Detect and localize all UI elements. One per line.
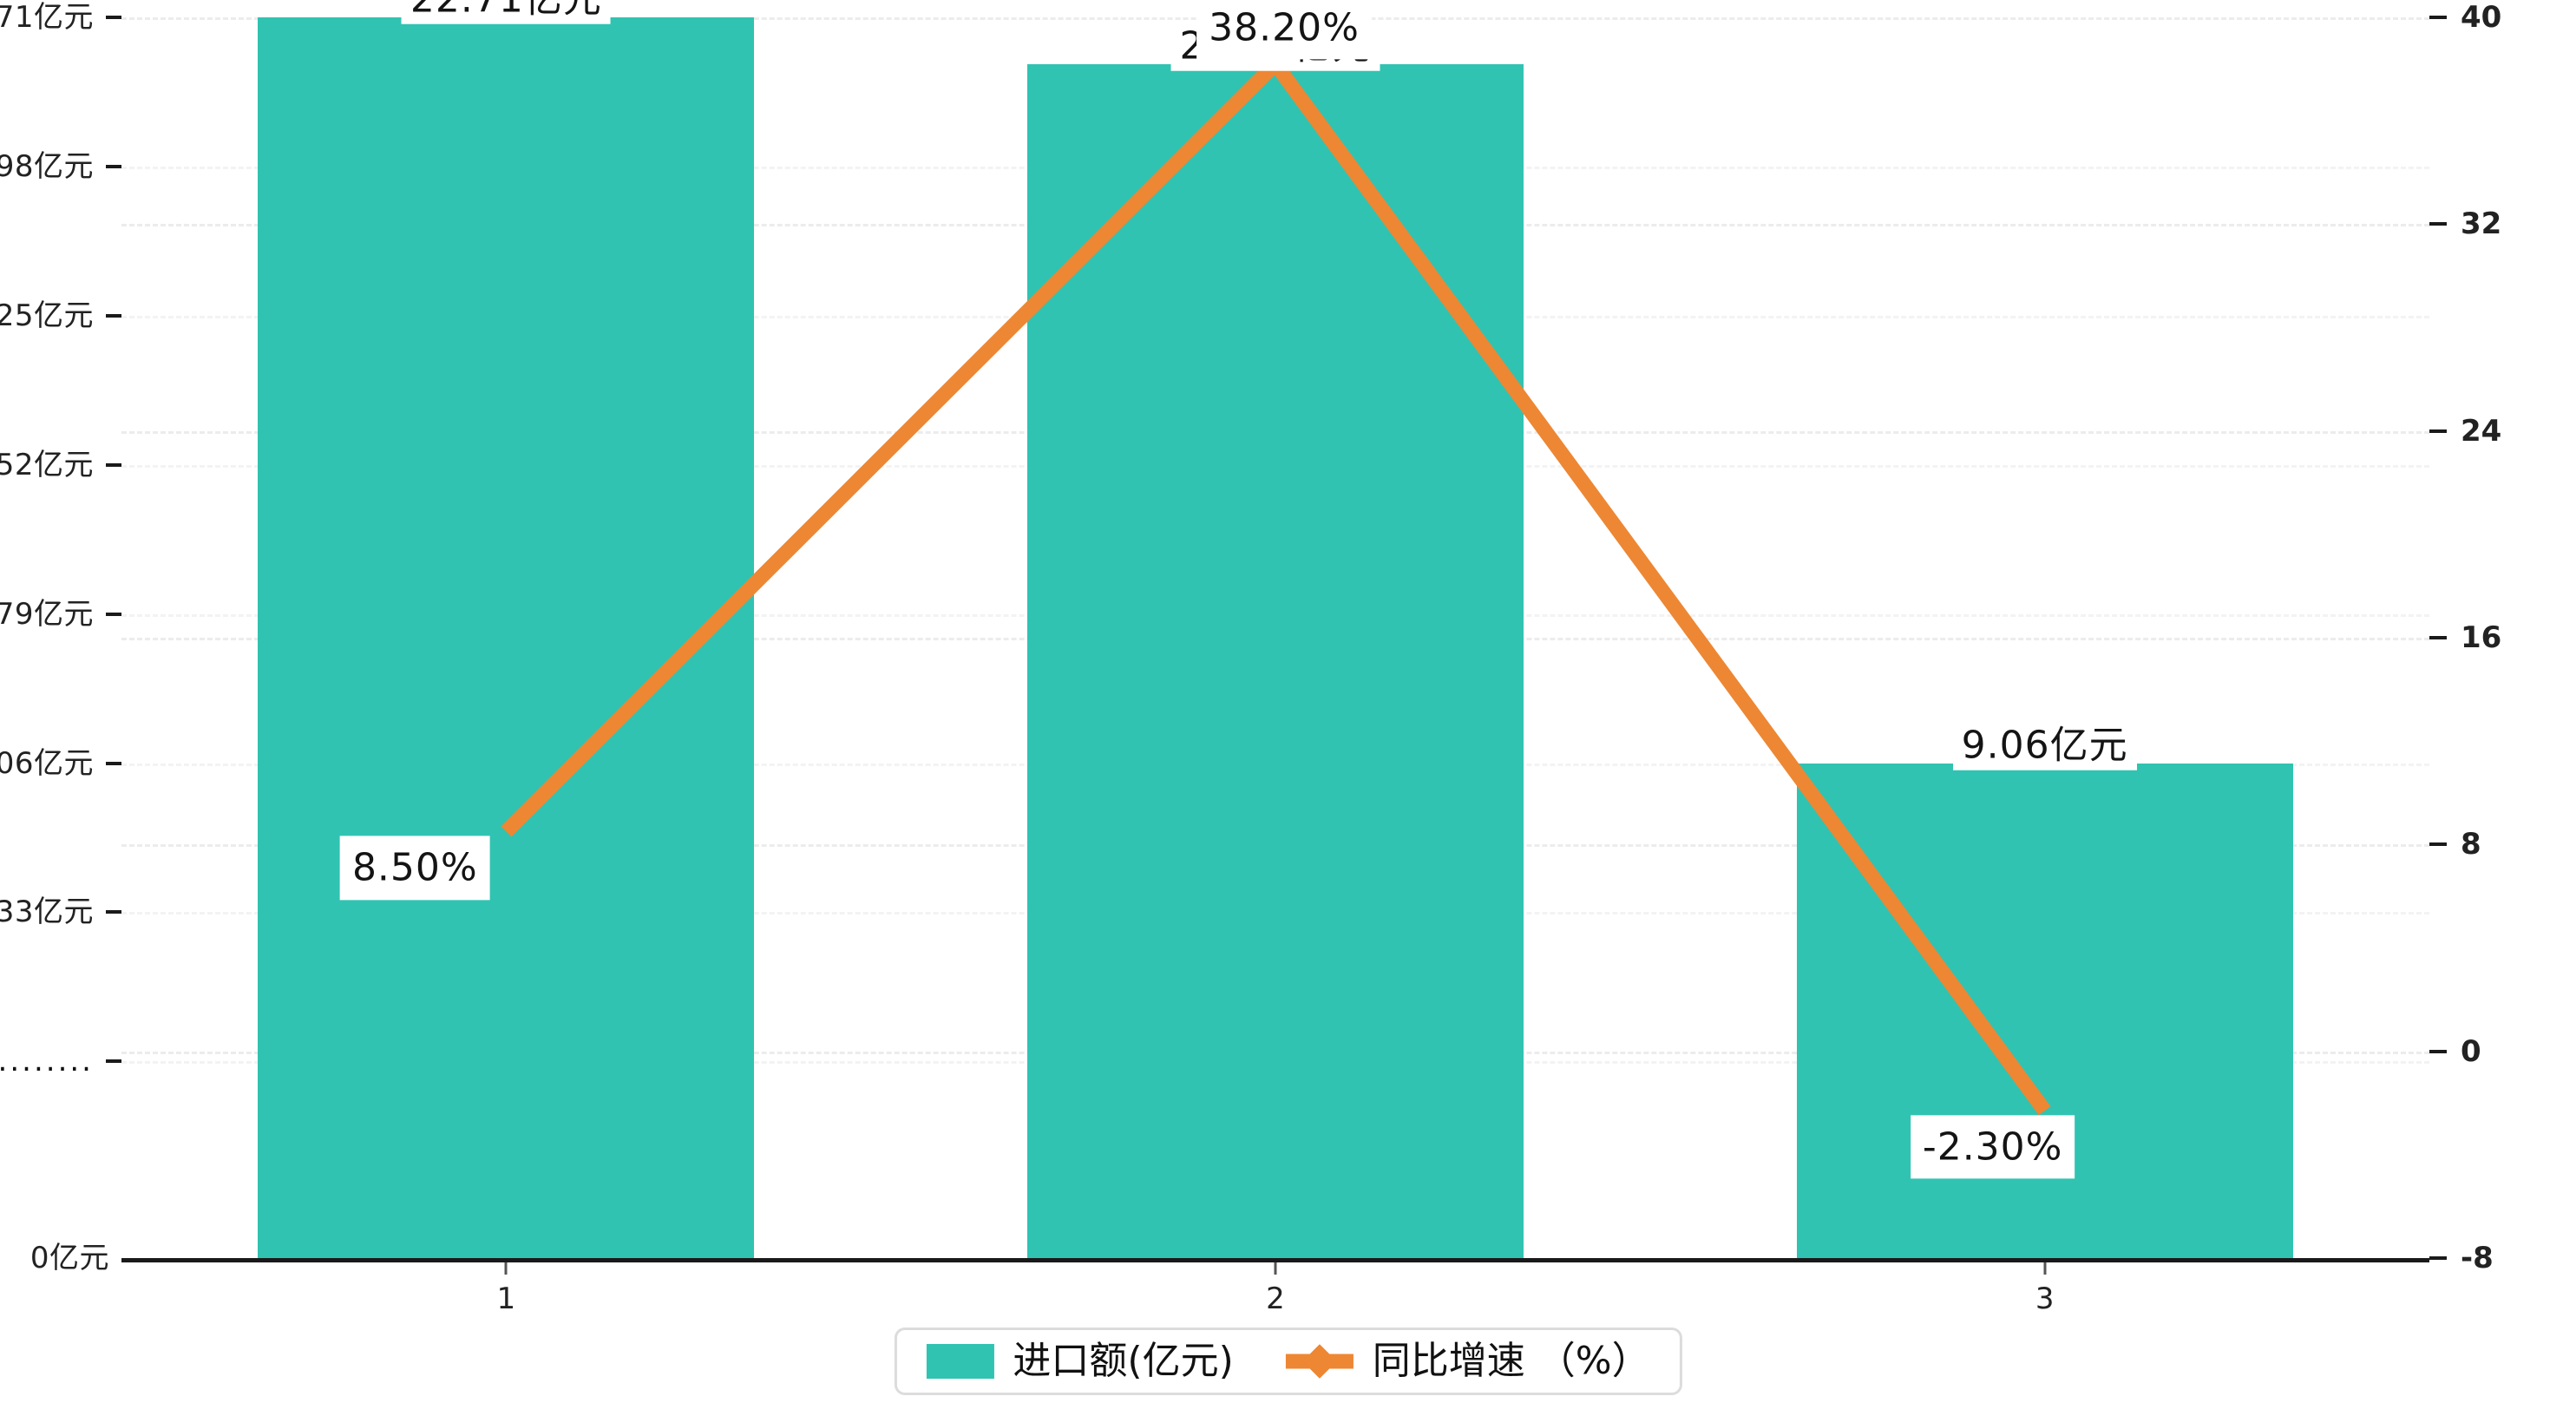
left-axis-tick: 14.52亿元 <box>0 450 121 480</box>
left-axis-tick-mark <box>106 761 121 765</box>
right-axis-tick-label: 40 <box>2461 0 2502 35</box>
left-axis-tick-label: 17.25亿元 <box>0 298 94 333</box>
right-axis-tick-mark <box>2429 222 2447 226</box>
right-axis-tick-label: -8 <box>2461 1241 2494 1275</box>
legend-item-line[interactable]: 同比增速 （%） <box>1285 1339 1650 1383</box>
right-axis-tick-label: 16 <box>2461 620 2502 655</box>
right-axis-tick-mark <box>2429 16 2447 19</box>
right-axis-tick: 16 <box>2429 623 2501 652</box>
legend-label-bar: 进口额(亿元) <box>1013 1339 1234 1383</box>
category-tick-mark <box>1274 1262 1277 1275</box>
left-axis-tick-mark <box>106 612 121 616</box>
right-axis-tick-mark <box>2429 842 2447 847</box>
left-axis-tick: 22.71亿元 <box>0 3 121 32</box>
left-axis-tick: 0亿元 <box>30 1243 121 1273</box>
line-value-label: 8.50% <box>339 836 490 901</box>
left-axis-tick: 9.06亿元 <box>0 749 121 778</box>
left-value-axis: 22.71亿元 19.98亿元 17.25亿元 14.52亿元 11.79亿元 9.06亿… <box>0 3 121 1273</box>
bar-1[interactable] <box>258 17 755 1258</box>
left-axis-tick-label: 19.98亿元 <box>0 148 94 184</box>
legend-label-line: 同比增速 （%） <box>1372 1339 1650 1383</box>
right-axis-tick-mark <box>2429 429 2447 433</box>
bar-value-label: 22.71亿元 <box>401 0 611 24</box>
left-axis-tick: 19.98亿元 <box>0 152 121 181</box>
left-axis-tick-mark <box>106 1059 121 1064</box>
category-label-1: 1 <box>496 1282 516 1316</box>
left-axis-tick: ......... <box>0 1046 121 1076</box>
right-axis-tick-mark <box>2429 1049 2447 1053</box>
left-axis-tick-mark <box>106 16 121 19</box>
right-axis-tick: 24 <box>2429 416 2501 446</box>
right-axis-tick: 8 <box>2429 829 2481 859</box>
left-axis-tick-label: 6.33亿元 <box>0 895 94 930</box>
right-axis-tick-mark <box>2429 636 2447 639</box>
bar-value-label: 9.06亿元 <box>1952 722 2137 770</box>
legend-line-swatch-icon <box>1285 1344 1354 1379</box>
chart-legend: 进口额(亿元) 同比增速 （%） <box>894 1328 1682 1395</box>
right-axis-tick: 40 <box>2429 3 2501 32</box>
left-axis-tick: 11.79亿元 <box>0 600 121 629</box>
left-axis-tick-mark <box>106 462 121 467</box>
left-axis-tick-mark <box>106 164 121 168</box>
trend-line[interactable] <box>501 52 2051 1116</box>
legend-bar-swatch-icon <box>926 1344 994 1379</box>
trend-line-layer <box>501 52 2051 1116</box>
left-axis-tick-label: 22.71亿元 <box>0 0 94 35</box>
line-value-label: -2.30% <box>1910 1115 2075 1179</box>
line-value-label: 38.20% <box>1196 0 1372 60</box>
left-axis-tick-mark <box>106 313 121 318</box>
left-axis-tick-label: 11.79亿元 <box>0 596 94 632</box>
left-axis-tick-dots: ......... <box>0 1044 94 1079</box>
right-axis-tick-label: 32 <box>2461 206 2502 242</box>
left-axis-tick: 17.25亿元 <box>0 301 121 331</box>
right-axis-tick-label: 24 <box>2461 413 2502 449</box>
right-axis-tick: 32 <box>2429 209 2501 239</box>
category-label-3: 3 <box>2035 1282 2055 1316</box>
category-tick-mark <box>504 1262 508 1275</box>
left-axis-tick-label: 14.52亿元 <box>0 447 94 482</box>
left-axis-tick-label: 0亿元 <box>29 1241 109 1275</box>
category-label-2: 2 <box>1266 1282 1285 1316</box>
right-axis-tick-label: 0 <box>2461 1033 2481 1069</box>
bar-2[interactable] <box>1027 64 1524 1258</box>
right-percent-axis: 40 32 24 16 8 0 -8 <box>2429 3 2576 1273</box>
right-axis-tick: -8 <box>2429 1243 2494 1273</box>
right-axis-tick: 0 <box>2429 1037 2481 1066</box>
left-axis-tick: 6.33亿元 <box>0 897 121 927</box>
right-axis-tick-mark <box>2429 1256 2447 1260</box>
legend-item-bar[interactable]: 进口额(亿元) <box>926 1339 1234 1383</box>
category-tick-mark <box>2043 1262 2047 1275</box>
x-axis-baseline <box>121 1258 2429 1262</box>
left-axis-tick-mark <box>106 910 121 914</box>
right-axis-tick-label: 8 <box>2461 827 2481 862</box>
left-axis-tick-label: 9.06亿元 <box>0 745 94 781</box>
